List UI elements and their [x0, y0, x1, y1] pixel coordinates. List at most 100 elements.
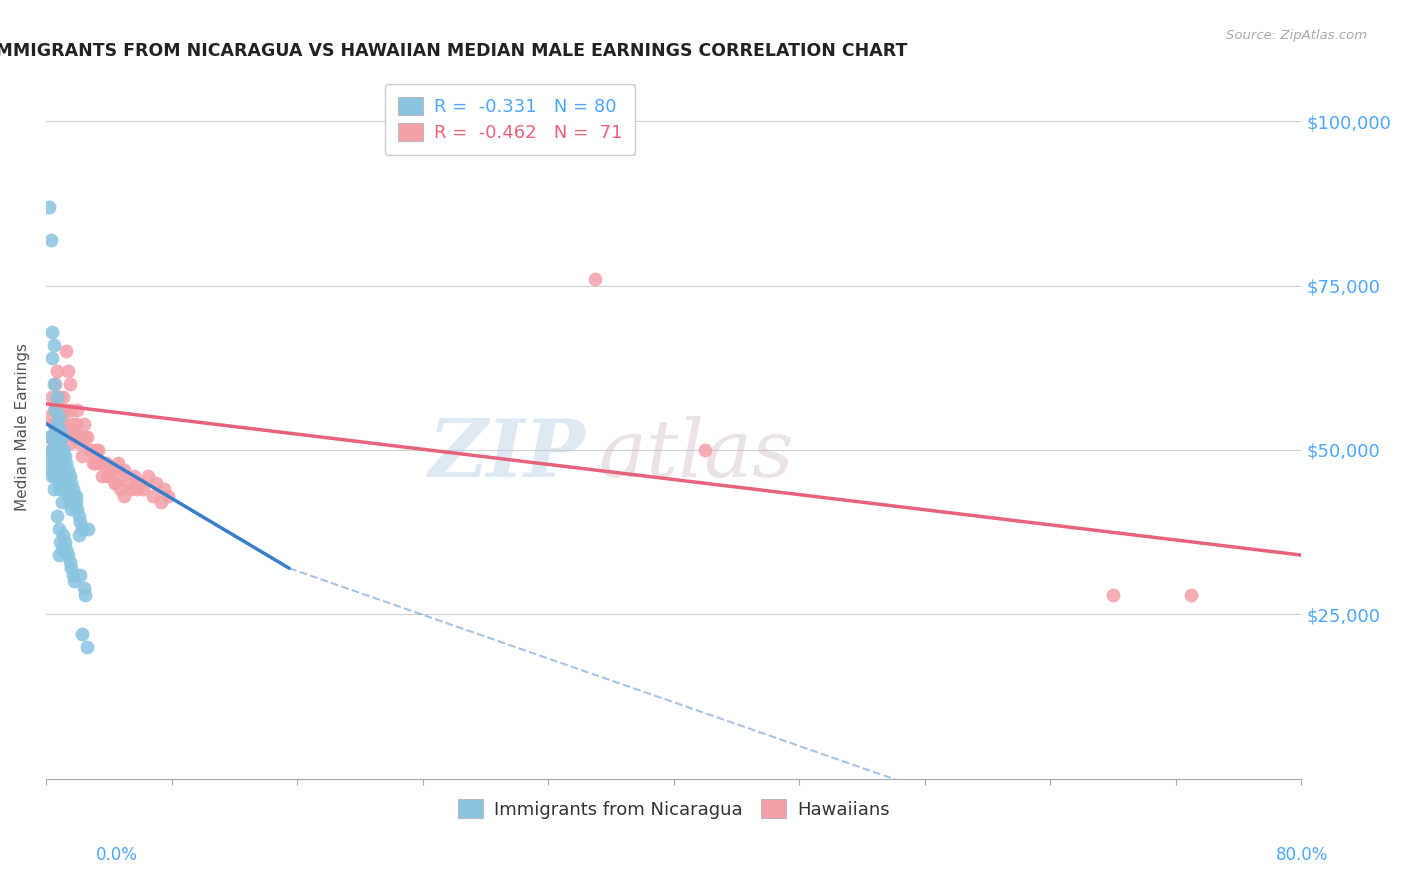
Point [91, 469, 114, 483]
Point [87, 442, 110, 457]
Point [42, 469, 65, 483]
Point [67, 508, 90, 523]
Point [75, 588, 97, 602]
Point [89, 456, 111, 470]
Point [157, 489, 180, 503]
Point [69, 567, 91, 582]
Point [62, 567, 84, 582]
Point [41, 442, 63, 457]
Point [48, 450, 70, 464]
Point [122, 469, 145, 483]
Point [46, 430, 69, 444]
Point [58, 495, 80, 509]
Point [42, 442, 65, 457]
Point [101, 462, 124, 476]
Point [46, 430, 69, 444]
Point [97, 469, 120, 483]
Point [56, 489, 79, 503]
Point [51, 541, 73, 556]
Point [1180, 588, 1202, 602]
Point [39, 442, 62, 457]
Point [53, 403, 76, 417]
Point [58, 555, 80, 569]
Point [72, 581, 94, 595]
Point [39, 233, 62, 247]
Point [46, 442, 69, 457]
Point [53, 450, 76, 464]
Point [56, 462, 79, 476]
Point [98, 462, 121, 476]
Point [152, 483, 174, 497]
Point [52, 456, 75, 470]
Point [39, 462, 62, 476]
Point [39, 450, 62, 464]
Point [120, 483, 142, 497]
Point [62, 483, 84, 497]
Y-axis label: Median Male Earnings: Median Male Earnings [15, 343, 30, 511]
Point [94, 456, 117, 470]
Point [56, 364, 79, 378]
Point [51, 417, 73, 431]
Point [38, 410, 60, 425]
Text: 80.0%: 80.0% [1277, 846, 1329, 863]
Point [55, 344, 77, 359]
Point [77, 522, 100, 536]
Text: IMMIGRANTS FROM NICARAGUA VS HAWAIIAN MEDIAN MALE EARNINGS CORRELATION CHART: IMMIGRANTS FROM NICARAGUA VS HAWAIIAN ME… [0, 42, 908, 60]
Point [67, 436, 90, 450]
Point [55, 475, 77, 490]
Point [58, 436, 80, 450]
Point [65, 417, 87, 431]
Point [70, 450, 93, 464]
Point [72, 417, 94, 431]
Point [58, 469, 80, 483]
Point [79, 442, 101, 457]
Point [51, 450, 73, 464]
Text: atlas: atlas [599, 417, 793, 494]
Point [1102, 588, 1125, 602]
Point [149, 495, 172, 509]
Point [60, 502, 83, 516]
Point [52, 410, 75, 425]
Point [66, 403, 89, 417]
Point [39, 430, 62, 444]
Point [142, 489, 165, 503]
Point [108, 483, 131, 497]
Legend: Immigrants from Nicaragua, Hawaiians: Immigrants from Nicaragua, Hawaiians [447, 789, 900, 830]
Point [51, 469, 73, 483]
Point [69, 430, 91, 444]
Point [91, 456, 114, 470]
Point [46, 417, 69, 431]
Point [65, 489, 87, 503]
Point [76, 430, 98, 444]
Point [52, 528, 75, 542]
Point [63, 489, 86, 503]
Point [55, 541, 77, 556]
Point [49, 442, 72, 457]
Point [70, 522, 93, 536]
Point [51, 495, 73, 509]
Point [42, 337, 65, 351]
Point [60, 475, 83, 490]
Point [82, 456, 104, 470]
Point [65, 495, 87, 509]
Point [44, 462, 66, 476]
Point [44, 403, 66, 417]
Point [76, 640, 98, 654]
Point [48, 548, 70, 562]
Point [69, 515, 91, 529]
Point [42, 483, 65, 497]
Point [107, 456, 129, 470]
Point [53, 535, 76, 549]
Point [49, 535, 72, 549]
Point [67, 528, 90, 542]
Point [42, 403, 65, 417]
Point [51, 430, 73, 444]
Point [44, 450, 66, 464]
Point [46, 390, 69, 404]
Point [38, 200, 60, 214]
Point [46, 469, 69, 483]
Point [66, 502, 89, 516]
Point [48, 522, 70, 536]
Point [112, 489, 135, 503]
Point [60, 403, 83, 417]
